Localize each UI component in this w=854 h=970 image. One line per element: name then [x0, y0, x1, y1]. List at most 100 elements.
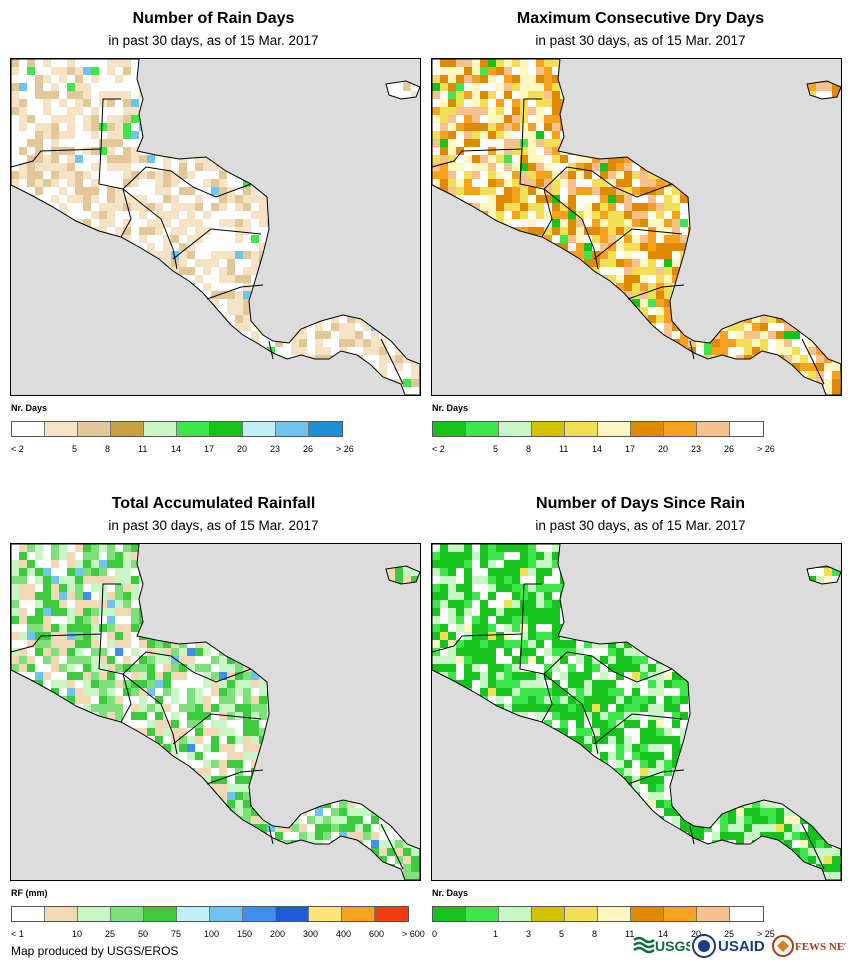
legend-swatch: [664, 422, 697, 436]
legend-label: > 26: [757, 444, 775, 454]
dry-days-panel: Maximum Consecutive Dry Days in past 30 …: [427, 0, 854, 485]
legend-swatch: [243, 907, 276, 921]
legend-label: 8: [526, 444, 532, 454]
panel-title: Number of Rain Days: [132, 10, 295, 27]
legend-label: 26: [724, 444, 735, 454]
legend-label: 150: [237, 929, 253, 939]
legend-swatch: [12, 422, 45, 436]
data-grid: [432, 59, 841, 395]
country-border: [593, 713, 683, 745]
legend-title: Nr. Days: [11, 403, 48, 413]
country-border: [627, 284, 685, 300]
legend-label: 5: [493, 444, 499, 454]
map-canvas: [11, 59, 420, 395]
legend-swatch: [598, 422, 631, 436]
legend-swatch: [433, 422, 466, 436]
legend-swatch: [342, 907, 375, 921]
legend-swatch: [598, 907, 631, 921]
color-legend: [11, 906, 409, 922]
map-canvas: [432, 544, 841, 880]
legend-label: 23: [270, 444, 281, 454]
legend-label: 3: [526, 929, 532, 939]
legend-label: 75: [171, 929, 182, 939]
country-border: [172, 228, 262, 260]
coastline: [11, 544, 420, 880]
legend-label: 1: [493, 929, 499, 939]
legend-title: Nr. Days: [432, 403, 469, 413]
panel-subtitle: in past 30 days, as of 15 Mar. 2017: [108, 33, 319, 48]
legend-swatch: [276, 422, 309, 436]
country-border: [543, 651, 673, 683]
legend-swatch: [78, 422, 111, 436]
panel-title: Total Accumulated Rainfall: [111, 495, 316, 512]
legend-swatch: [45, 422, 78, 436]
legend-swatch: [565, 907, 598, 921]
legend-label: 600: [369, 929, 385, 939]
legend-swatch: [210, 907, 243, 921]
legend-label: 14: [171, 444, 182, 454]
legend-label: < 1: [11, 929, 24, 939]
legend-swatch: [243, 422, 276, 436]
legend-swatch: [730, 422, 763, 436]
country-border: [206, 284, 264, 300]
legend-label: 26: [303, 444, 314, 454]
legend-swatch: [499, 422, 532, 436]
legend-label: 0: [432, 929, 438, 939]
map-canvas: [432, 59, 841, 395]
rainfall-map: [10, 543, 421, 881]
legend-swatch: [177, 907, 210, 921]
legend-label: 10: [72, 929, 83, 939]
map-canvas: [11, 544, 420, 880]
legend-swatch: [664, 907, 697, 921]
legend-label: < 2: [432, 444, 445, 454]
legend-label: 17: [625, 444, 636, 454]
legend-label: 200: [270, 929, 286, 939]
country-border: [689, 340, 695, 360]
country-border: [627, 769, 685, 785]
legend-label: 20: [658, 444, 669, 454]
country-border: [543, 166, 673, 198]
color-legend: [11, 421, 343, 437]
coastline: [432, 544, 841, 880]
days-since-rain-panel: Number of Days Since Rain in past 30 day…: [427, 485, 854, 970]
panel-title: Number of Days Since Rain: [536, 495, 745, 512]
days-since-rain-map: [431, 543, 842, 881]
legend-swatch: [144, 422, 177, 436]
color-legend: [432, 421, 764, 437]
credit-text: Map produced by USGS/EROS: [11, 944, 179, 958]
country-border: [172, 713, 262, 745]
legend-swatch: [433, 907, 466, 921]
fewsnet-logo: FEWS NET: [772, 935, 846, 957]
country-border: [206, 769, 264, 785]
country-border: [122, 166, 252, 198]
legend-swatch: [111, 422, 144, 436]
legend-swatch: [631, 907, 664, 921]
legend-label: 100: [204, 929, 220, 939]
color-legend: [432, 906, 764, 922]
rainfall-panel: Total Accumulated Rainfall in past 30 da…: [0, 485, 427, 970]
legend-swatch: [375, 907, 408, 921]
legend-swatch: [532, 422, 565, 436]
country-border: [11, 98, 121, 168]
country-border: [122, 188, 178, 270]
legend-swatch: [177, 422, 210, 436]
agency-logos: USGS USAID FEWS NET: [632, 932, 846, 960]
legend-label: 20: [691, 929, 702, 939]
country-border: [801, 823, 825, 870]
country-border: [380, 823, 404, 870]
legend-swatch: [466, 907, 499, 921]
coastline: [11, 59, 420, 395]
legend-label: 11: [138, 444, 148, 454]
rain-days-panel: Number of Rain Days in past 30 days, as …: [0, 0, 427, 485]
legend-swatch: [144, 907, 177, 921]
legend-label: 14: [658, 929, 669, 939]
legend-label: > 25: [757, 929, 775, 939]
legend-swatch: [111, 907, 144, 921]
legend-swatch: [697, 422, 730, 436]
dry-days-map: [431, 58, 842, 396]
legend-swatch: [499, 907, 532, 921]
legend-label: > 600: [402, 929, 425, 939]
country-border: [380, 338, 404, 385]
legend-title: RF (mm): [11, 888, 48, 898]
legend-swatch: [12, 907, 45, 921]
